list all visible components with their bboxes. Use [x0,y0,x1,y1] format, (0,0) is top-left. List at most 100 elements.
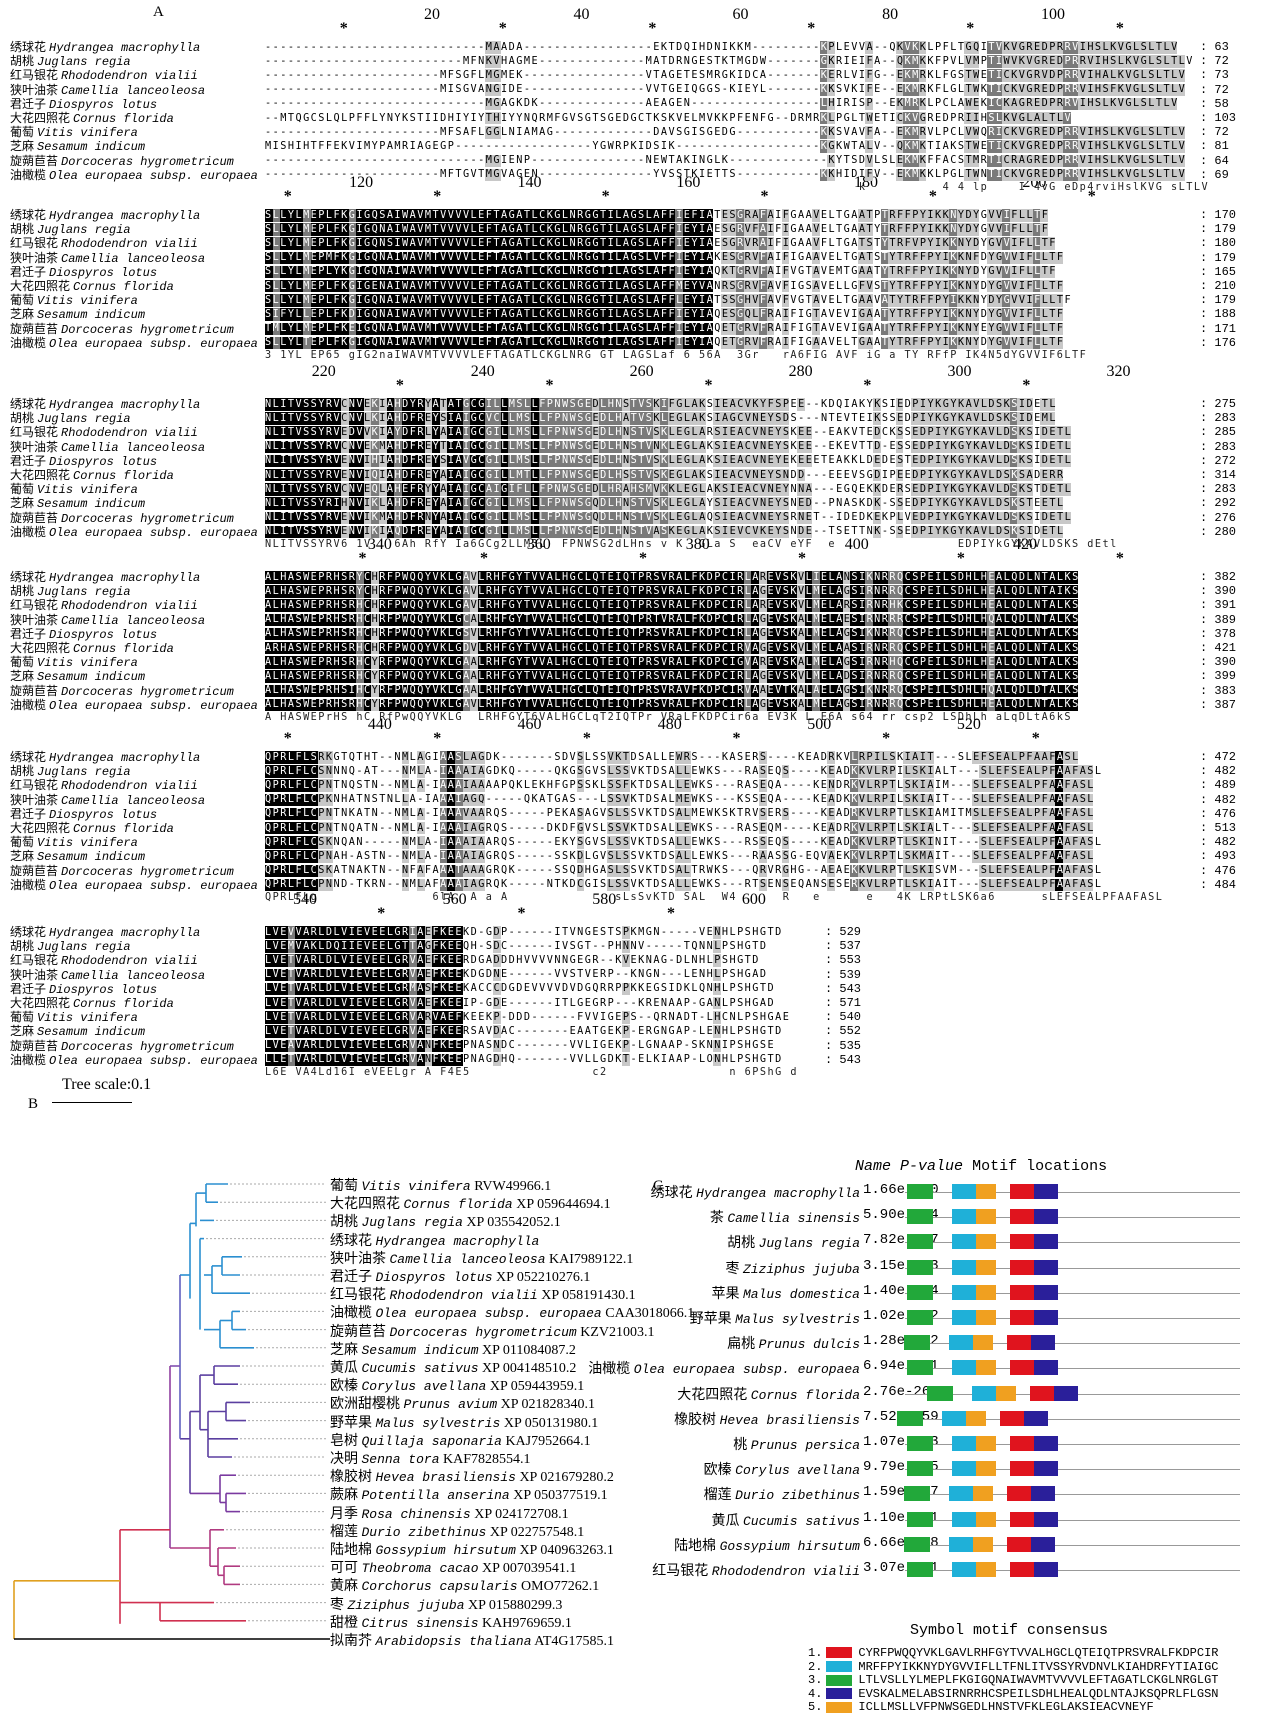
species-name: 葡萄 Vitis vinifera [10,835,258,850]
sequence-end-position: : 179 [1200,250,1237,265]
conservation-shade [804,656,813,669]
conservation-shade [873,468,881,482]
conservation-shade [850,765,858,778]
conservation-shade [652,426,661,439]
species-cn: 红马银花 [10,425,59,440]
conservation-shade [751,627,759,641]
conservation-shade [759,684,767,697]
species-cn: 狭叶油茶 [10,612,59,627]
conservation-shade [310,265,349,279]
conservation-shade [1032,308,1041,321]
conservation-shade [911,440,1010,454]
conservation-shade [287,1039,296,1052]
conservation-shade [903,670,987,683]
conservation-shade [683,294,714,307]
motif-box [996,1385,1016,1401]
conservation-shade [1063,97,1079,111]
ruler-star: * [377,905,386,922]
conservation-shade [842,571,851,584]
conservation-shade [827,126,835,139]
conservation-shade [394,454,402,468]
motif-box [952,1360,978,1376]
sequence-row: ALHASWEPRHSRHCYRFPWQQYVKLGAALRHFGYTVVALH… [265,655,1200,669]
conservation-shade [447,836,455,849]
end-value: 543 [839,981,862,996]
conservation-shade [462,398,471,411]
conservation-shade [842,599,851,612]
conservation-shade [987,111,1003,125]
conservation-shade [379,412,387,425]
species-sci: Rhododendron vialii [61,779,198,794]
leaf-accession: XP 059443959.1 [489,1379,585,1395]
conservation-shade [439,779,448,792]
conservation-shade [409,982,417,996]
sequence-row: SLLYLMEPLFKGIGQSAIWAVMTVVVVLEFTAGATLCKGL… [265,208,1200,222]
end-value: 179 [1214,222,1237,237]
sequence-text: ALHASWEPRHSRHCHRFPWQQYVKLGAVLRHFGYTVVALH… [265,599,1080,611]
end-value: 383 [1214,683,1237,698]
species-name-column: 绣球花 Hydrangea macrophylla 胡桃 Juglans regi… [10,40,258,183]
conservation-shade [979,864,1056,877]
conservation-shade [895,497,904,510]
conservation-shade [850,850,858,863]
end-value: 179 [1214,293,1237,308]
conservation-shade [622,398,630,411]
sequence-end-position: : 553 [825,953,862,968]
species-name: 旋蒴苣苔 Dorcoceras hygrometricum [10,864,258,879]
species-cn: 芝麻 [10,139,35,154]
motif-box [952,1284,978,1300]
species-name: 芝麻 Sesamum indicum [10,1024,258,1039]
conservation-shade [599,525,623,539]
motif-box [976,1284,996,1300]
conservation-shade [660,468,668,482]
conservation-shade [759,613,767,627]
species-cn: 大花四照花 [10,640,71,655]
conservation-shade [363,525,372,539]
leaf-sci: Corchorus capsularis [361,1579,518,1595]
conservation-shade [675,821,691,835]
species-name: 红马银花 Rhododendron vialii [10,68,258,83]
conservation-shade [394,440,402,454]
conservation-shade [485,168,501,182]
conservation-shade [873,497,881,510]
conservation-shade [865,627,873,641]
species-name: 芝麻 Sesamum indicum [10,139,258,154]
conservation-shade [827,878,835,892]
conservation-shade [576,836,585,849]
species-sci: Dorcoceras hygrometricum [61,511,234,526]
conservation-shade [462,627,471,641]
conservation-shade [797,627,805,641]
conservation-shade [287,1053,296,1067]
species-cn: 红马银花 [10,236,59,251]
conservation-shade [895,55,904,68]
conservation-shade [797,656,805,669]
end-value: 72 [1214,54,1229,69]
conservation-shade [781,308,790,321]
motif-box [907,1511,933,1527]
conservation-shade [850,656,866,669]
conservation-shade [386,454,395,468]
tree-leaf-label: 大花四照花 Cornus florida XP 059644694.1 [330,1193,611,1213]
conservation-shade [401,878,410,892]
conservation-shade [911,412,1010,425]
conservation-shade [455,765,463,778]
motif-box [1031,1536,1055,1552]
conservation-shade [607,864,630,877]
sequence-end-position: : 179 [1200,293,1237,308]
leaf-accession: XP 015880299.3 [468,1597,563,1613]
conservation-shade [652,398,661,411]
conservation-shade [493,996,501,1010]
conservation-shade [462,585,471,598]
motif-legend-number: 2. [808,1659,823,1674]
leaf-cn: 甜橙 [330,1615,358,1631]
species-name: 狭叶油茶 Camellia lanceoleosa [10,793,258,808]
motif-box [952,1436,978,1451]
sequence-text: NLITVSSYRVCNVEKMAHDFREYTIAIGCGILLMSLLFPN… [265,441,1073,453]
conservation-shade [827,779,835,792]
conservation-shade [424,954,433,967]
conservation-shade [477,585,744,598]
conservation-shade [713,1011,721,1024]
motif-track [905,1292,1240,1294]
leaf-accession: KZV21003.1 [580,1324,655,1340]
conservation-shade [439,525,448,539]
